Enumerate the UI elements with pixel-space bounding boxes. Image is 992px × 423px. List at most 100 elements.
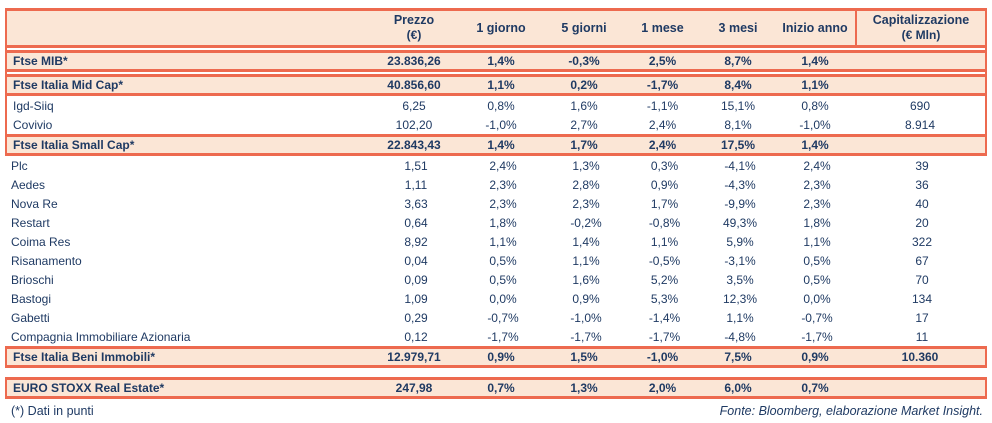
row-value: 2,4% <box>489 158 517 173</box>
row-label: Risanamento <box>11 253 82 268</box>
table-footer: (*) Dati in punti Fonte: Bloomberg, elab… <box>5 399 987 418</box>
table-row: EURO STOXX Real Estate* 247,98 0,7% 1,3% 2,0… <box>7 377 985 399</box>
table-row: Risanamento 0,04 0,5% 1,1% -0,5% -3,1% 0,5% 67 <box>5 251 987 270</box>
row-value: 8.914 <box>904 117 936 132</box>
row-label: Restart <box>11 215 50 230</box>
row-value: 70 <box>915 272 929 287</box>
table-row: Ftse Italia Small Cap* 22.843,43 1,4% 1,7% 2… <box>7 134 985 156</box>
row-value: 0,04 <box>404 253 428 268</box>
row-value: 322 <box>911 234 933 249</box>
table-row: Restart 0,64 1,8% -0,2% -0,8% 49,3% 1,8% 20 <box>5 213 987 232</box>
column-header: Capitalizzazione (€ Mln) <box>855 11 985 45</box>
row-value: -1,0% <box>485 117 517 132</box>
row-value: 2,3% <box>489 196 517 211</box>
row-value: 8,4% <box>724 78 752 92</box>
row-value: 0,2% <box>570 78 598 92</box>
row-value: 134 <box>911 291 933 306</box>
table-row: Igd-Siiq 6,25 0,8% 1,6% -1,1% 15,1% 0,8% 690 <box>7 96 985 115</box>
row-value: 0,9% <box>801 350 829 364</box>
column-header: Prezzo (€) <box>370 11 458 45</box>
row-value: -0,8% <box>648 215 681 230</box>
row-value: 17,5% <box>720 138 756 152</box>
row-value: 20 <box>915 215 929 230</box>
row-value: 2,0% <box>648 381 677 395</box>
row-value: -0,7% <box>487 310 519 325</box>
row-value: 5,9% <box>726 234 754 249</box>
row-value: 1,5% <box>570 350 598 364</box>
row-value: 10.360 <box>901 350 939 364</box>
row-value: 3,63 <box>404 196 428 211</box>
row-value: 0,7% <box>801 381 829 395</box>
table-row: Bastogi 1,09 0,0% 0,9% 5,3% 12,3% 0,0% 134 <box>5 289 987 308</box>
row-value: 1,1% <box>489 234 517 249</box>
row-value: 15,1% <box>720 98 756 113</box>
row-value: 1,1% <box>801 78 829 92</box>
row-value: 0,7% <box>487 381 515 395</box>
table-section: Plc 1,51 2,4% 1,3% 0,3% -4,1% 2,4% 39 Aedes 1,11 2… <box>5 156 987 346</box>
table-row: Ftse Italia Beni Immobili* 12.979,71 0,9% 1… <box>7 346 985 368</box>
row-value: 1,11 <box>404 177 428 192</box>
row-value: -9,9% <box>724 196 756 211</box>
row-value: -1,7% <box>646 78 679 92</box>
column-header: 1 giorno <box>458 11 544 45</box>
table-section: EURO STOXX Real Estate* 247,98 0,7% 1,3% 2,0… <box>5 377 987 399</box>
row-value: 1,4% <box>572 234 600 249</box>
row-value: -1,0% <box>799 117 831 132</box>
row-value: 12,3% <box>722 291 758 306</box>
indices-table: Prezzo (€) 1 giorno 5 giorni 1 mese 3 mesi Ini… <box>5 8 987 399</box>
column-header: Inizio anno <box>775 11 855 45</box>
row-label: Compagnia Immobiliare Azionaria <box>11 329 191 344</box>
row-value: -1,7% <box>487 329 519 344</box>
row-value: -0,5% <box>648 253 681 268</box>
row-value: 12.979,71 <box>387 350 441 364</box>
table-section: Prezzo (€) 1 giorno 5 giorni 1 mese 3 mesi Ini… <box>5 8 987 156</box>
row-value: 1,6% <box>570 98 598 113</box>
column-header-label: 1 giorno <box>476 20 526 35</box>
row-label: Ftse Italia Mid Cap* <box>13 78 124 92</box>
table-row: Ftse MIB* 23.836,26 1,4% -0,3% 2,5% 8,7% 1,4% <box>7 50 985 72</box>
column-header-label: 5 giorni <box>561 20 607 35</box>
row-label: Igd-Siiq <box>13 98 54 113</box>
row-value: -1,0% <box>570 310 602 325</box>
row-value: 1,7% <box>570 138 598 152</box>
row-value: 1,8% <box>489 215 517 230</box>
row-value: 7,5% <box>724 350 752 364</box>
column-header-label: Inizio anno <box>782 20 848 35</box>
row-value: 0,9% <box>487 350 515 364</box>
row-value: 3,5% <box>726 272 754 287</box>
row-value: 1,4% <box>487 138 515 152</box>
row-value: 36 <box>915 177 929 192</box>
row-value: 2,4% <box>803 158 831 173</box>
column-header-label: 3 mesi <box>718 20 758 35</box>
row-value: 2,3% <box>803 196 831 211</box>
column-header-unit: (€) <box>406 28 422 43</box>
column-header-unit: (€ Mln) <box>901 28 941 43</box>
row-label: Coima Res <box>11 234 71 249</box>
row-value: 2,5% <box>648 54 677 68</box>
row-value: 2,3% <box>572 196 600 211</box>
row-label: Bastogi <box>11 291 52 306</box>
row-value: 1,1% <box>572 253 600 268</box>
row-value: 0,09 <box>404 272 428 287</box>
row-value: 2,8% <box>572 177 600 192</box>
row-value: 102,20 <box>395 117 433 132</box>
row-value: 0,3% <box>650 158 679 173</box>
row-value: 40 <box>915 196 929 211</box>
row-value: -0,2% <box>570 215 602 230</box>
table-row: Nova Re 3,63 2,3% 2,3% 1,7% -9,9% 2,3% 40 <box>5 194 987 213</box>
table-section: Ftse Italia Beni Immobili* 12.979,71 0,9% 1… <box>5 346 987 368</box>
row-value: 0,5% <box>803 272 831 287</box>
row-value: 1,1% <box>650 234 679 249</box>
row-value: 2,4% <box>648 117 677 132</box>
row-value: 1,8% <box>803 215 831 230</box>
row-value: 6,25 <box>402 98 426 113</box>
row-label: Ftse MIB* <box>13 54 68 68</box>
row-value: 0,5% <box>489 272 517 287</box>
row-label: Plc <box>11 158 28 173</box>
row-value: 5,3% <box>650 291 679 306</box>
row-value: 0,64 <box>404 215 428 230</box>
row-value: 1,3% <box>570 381 598 395</box>
row-value: -0,3% <box>568 54 600 68</box>
source-credit: Fonte: Bloomberg, elaborazione Market In… <box>719 404 983 418</box>
